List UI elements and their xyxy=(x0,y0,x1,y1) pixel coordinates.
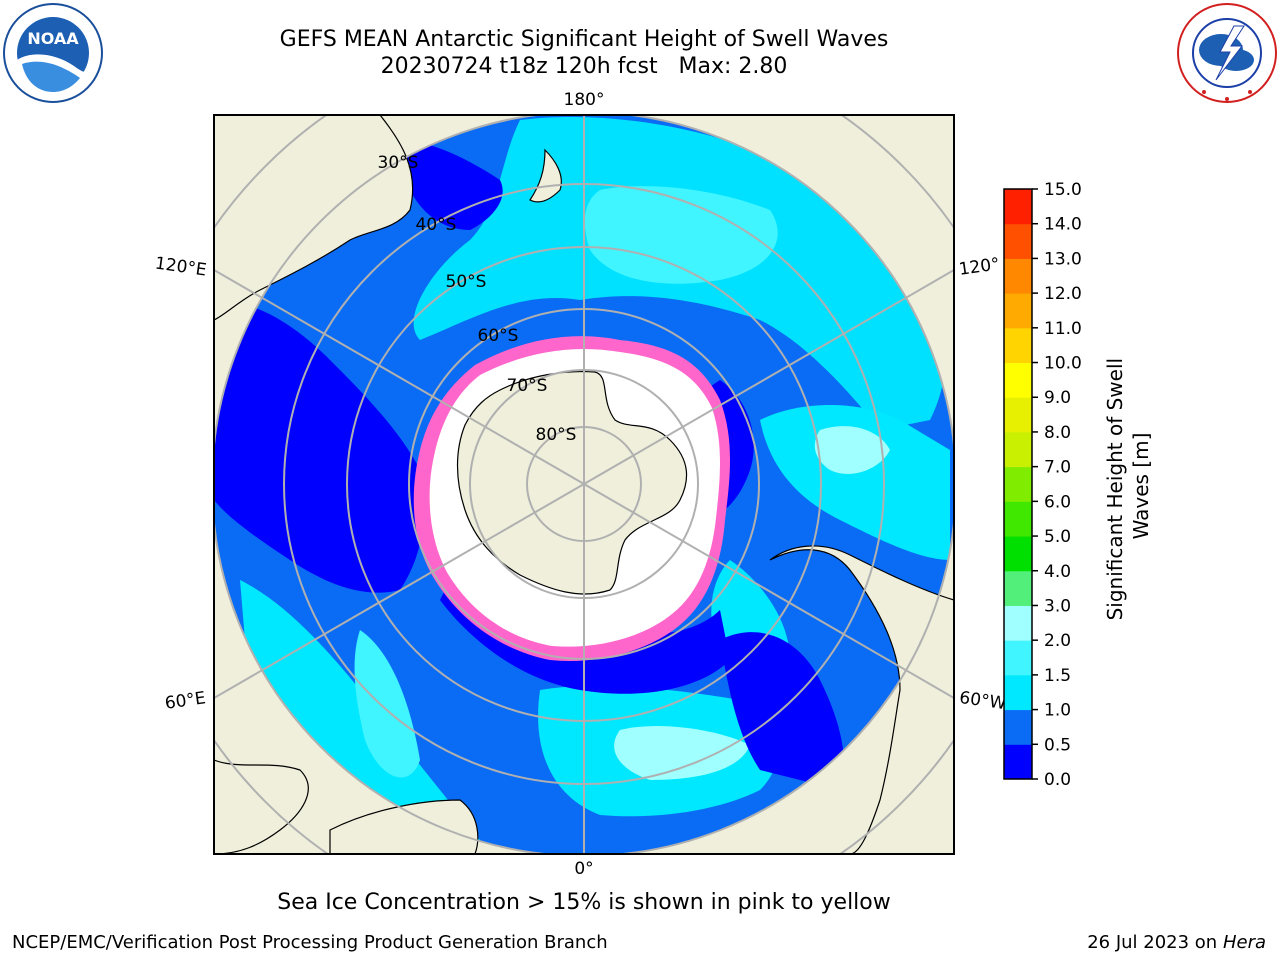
credit-date-text: 26 Jul 2023 on xyxy=(1087,932,1223,953)
lat-label-60s: 60°S xyxy=(478,326,519,346)
southern-africa xyxy=(329,799,479,854)
colorbar-tick-label: 14.0 xyxy=(1044,215,1082,235)
colorbar: 0.0 0.5 1.0 1.5 2.0 3.0 4.0 5.0 6.0 7.0 8.0 9.0 10.0… xyxy=(1003,180,1082,790)
colorbar-segment xyxy=(1004,605,1032,641)
colorbar-segment xyxy=(1004,709,1032,745)
colorbar-tick-label: 5.0 xyxy=(1044,527,1071,547)
colorbar-segment xyxy=(1004,258,1032,294)
credit-date: 26 Jul 2023 on Hera xyxy=(1087,932,1266,953)
lon-label-60e: 60°E xyxy=(164,688,207,713)
colorbar-tick-label: 13.0 xyxy=(1044,249,1082,269)
madagascar xyxy=(214,759,309,854)
new-zealand xyxy=(529,148,562,203)
chart-subtitle: 20230724 t18z 120h fcst Max: 2.80 xyxy=(380,54,788,79)
lat-label-70s: 70°S xyxy=(507,376,548,396)
noaa-logo: NOAA xyxy=(3,3,103,103)
colorbar-tick-label: 2.0 xyxy=(1044,631,1071,651)
south-america xyxy=(769,545,954,854)
colorbar-segment xyxy=(1004,362,1032,398)
map-frame xyxy=(213,114,955,855)
credit-machine: Hera xyxy=(1222,932,1266,953)
colorbar-tick-label: 0.0 xyxy=(1044,770,1071,790)
colorbar-segment xyxy=(1004,501,1032,537)
colorbar-segment xyxy=(1004,674,1032,711)
colorbar-tick-label: 0.5 xyxy=(1044,735,1071,755)
colorbar-tick-label: 7.0 xyxy=(1044,458,1071,478)
lat-label-40s: 40°S xyxy=(416,215,457,235)
colorbar-segment xyxy=(1004,189,1032,225)
colorbar-tick-label: 10.0 xyxy=(1044,354,1082,374)
lat-label-80s: 80°S xyxy=(536,425,577,445)
lon-label-180: 180° xyxy=(564,90,605,110)
colorbar-tick-label: 1.0 xyxy=(1044,701,1071,721)
colorbar-segment xyxy=(1004,536,1032,572)
lon-label-60w: 60°W xyxy=(958,688,1007,714)
lon-label-120e: 120°E xyxy=(154,254,208,281)
colorbar-tick-label: 11.0 xyxy=(1044,319,1082,339)
colorbar-tick-label: 6.0 xyxy=(1044,492,1071,512)
colorbar-segment xyxy=(1004,397,1032,433)
colorbar-tick-label: 3.0 xyxy=(1044,596,1071,616)
antarctica xyxy=(456,371,688,595)
colorbar-border xyxy=(1003,188,1033,780)
noaa-logo-text: NOAA xyxy=(27,29,79,48)
colorbar-tick-label: 12.0 xyxy=(1044,284,1082,304)
lat-label-30s: 30°S xyxy=(378,153,419,173)
credit-branch: NCEP/EMC/Verification Post Processing Pr… xyxy=(12,932,608,953)
colorbar-tick-label: 15.0 xyxy=(1044,180,1082,200)
sea-ice-note: Sea Ice Concentration > 15% is shown in … xyxy=(277,890,891,915)
colorbar-segment xyxy=(1004,640,1032,676)
colorbar-segment xyxy=(1004,466,1032,502)
colorbar-segment xyxy=(1004,223,1032,259)
colorbar-label-part-2: Waves [m] xyxy=(1129,433,1153,540)
colorbar-label-line1: Significant Height of Swell Waves [m] xyxy=(1103,352,1153,621)
australia xyxy=(214,115,414,321)
colorbar-tick-label: 8.0 xyxy=(1044,423,1071,443)
colorbar-segment xyxy=(1004,570,1032,606)
lon-label-0: 0° xyxy=(574,859,593,879)
lat-label-50s: 50°S xyxy=(446,272,487,292)
colorbar-segment xyxy=(1004,293,1032,329)
chart-title: GEFS MEAN Antarctic Significant Height o… xyxy=(279,27,889,52)
lon-label-120w: 120° xyxy=(958,254,1001,280)
colorbar-segment xyxy=(1004,327,1032,364)
colorbar-tick-label: 1.5 xyxy=(1044,666,1071,686)
graticule xyxy=(214,115,954,854)
colorbar-tick-label: 4.0 xyxy=(1044,562,1071,582)
colorbar-label-part-1: Significant Height of Swell xyxy=(1103,358,1127,620)
national-weather-service-logo xyxy=(1177,3,1277,103)
colorbar-segment xyxy=(1004,431,1032,468)
colorbar-segment xyxy=(1004,744,1032,780)
colorbar-tick-label: 9.0 xyxy=(1044,388,1071,408)
